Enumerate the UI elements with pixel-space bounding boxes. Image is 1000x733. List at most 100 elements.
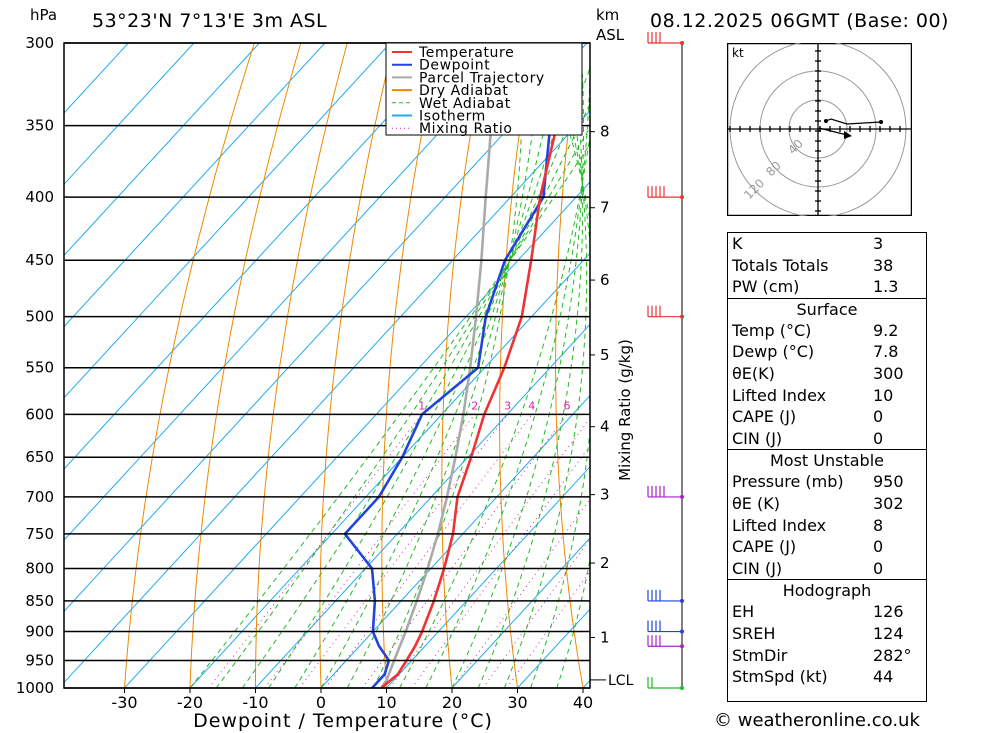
copyright-text: © weatheronline.co.uk — [714, 710, 920, 731]
pressure-tick-label: 900 — [25, 623, 54, 641]
indices-surface-section: Surface Temp (°C) 9.2 Dewp (°C) 7.8 θE(K) 300… — [728, 297, 926, 450]
pressure-tick-label: 800 — [25, 559, 54, 577]
mixing-ratio-label: 3 — [504, 399, 511, 412]
temp-tick-label: -10 — [242, 693, 268, 712]
dry-adiabat-line — [381, 43, 441, 688]
index-value: 282° — [873, 645, 912, 665]
pressure-tick-label: 700 — [25, 488, 54, 506]
index-value: 9.2 — [873, 320, 899, 340]
temp-tick-label: -20 — [177, 693, 203, 712]
isotherm-line — [255, 323, 590, 688]
temperature-line — [380, 43, 582, 688]
isotherm-line — [320, 394, 590, 688]
legend-box — [385, 42, 583, 136]
pressure-tick-label: 500 — [25, 308, 54, 326]
pressure-tick-label: 300 — [25, 34, 54, 52]
indices-basic-section: K 3 Totals Totals 38 PW (cm) 1.3 — [728, 233, 926, 298]
index-label: Totals Totals — [732, 255, 829, 275]
dry-adiabat-line — [124, 43, 255, 688]
temp-tick-label: 0 — [316, 693, 326, 712]
wet-adiabat-line — [241, 102, 590, 688]
dry-adiabat-line — [662, 43, 714, 688]
wet-adiabat-line — [189, 143, 590, 688]
storm-motion-arrow — [818, 127, 848, 136]
index-row: EH 126 — [728, 601, 926, 623]
most-unstable-title: Most Unstable — [770, 451, 884, 471]
isotherm-line — [64, 43, 457, 470]
pressure-tick-label: 950 — [25, 652, 54, 670]
km-tick-label: 5 — [600, 346, 610, 364]
index-value: 44 — [873, 667, 894, 687]
index-row: Pressure (mb) 950 — [728, 471, 926, 493]
index-value: 302 — [873, 493, 904, 513]
isotherm-line — [64, 43, 195, 185]
index-value: 8 — [873, 515, 884, 535]
mixing-ratio-label: 20 — [673, 399, 687, 412]
isotherm-line — [64, 43, 260, 257]
mixing-ratio-line — [324, 413, 533, 688]
index-value: 0 — [873, 537, 884, 557]
mixing-ratio-line — [264, 413, 476, 688]
index-label: CAPE (J) — [732, 537, 797, 557]
index-label: SREH — [732, 623, 776, 643]
mixing-ratio-line — [411, 445, 590, 688]
index-row: StmDir 282° — [728, 645, 926, 667]
mixing-ratio-label: 2 — [471, 399, 478, 412]
legend-label: Dewpoint — [419, 58, 490, 74]
hodograph-point — [879, 120, 883, 124]
index-label: Temp (°C) — [732, 320, 812, 340]
x-axis-title: Dewpoint / Temperature (°C) — [193, 710, 493, 732]
index-label: Lifted Index — [732, 385, 827, 405]
index-row: CAPE (J) 0 — [728, 536, 926, 558]
storm-motion-arrowhead — [844, 131, 852, 139]
index-value: 126 — [873, 602, 904, 622]
mixing-ratio-line — [208, 413, 423, 688]
km-tick-label: 3 — [600, 486, 610, 504]
mixing-ratio-line — [482, 538, 590, 688]
location-title: 53°23'N 7°13'E 3m ASL — [92, 10, 328, 32]
indices-most-unstable-section: Most Unstable Pressure (mb) 950 θE (K) 302 L… — [728, 449, 926, 579]
index-value: 300 — [873, 363, 904, 383]
index-label: EH — [732, 602, 755, 622]
index-value: 38 — [873, 255, 894, 275]
index-label: CIN (J) — [732, 428, 783, 448]
index-label: K — [732, 234, 743, 253]
index-row: CIN (J) 0 — [728, 558, 926, 580]
plot-frame — [63, 42, 591, 689]
index-value: 1.3 — [873, 277, 899, 297]
index-label: PW (cm) — [732, 277, 800, 297]
mixing-ratio-label: 4 — [528, 399, 535, 412]
temp-tick-label: 20 — [442, 693, 462, 712]
index-row: CIN (J) 0 — [728, 428, 926, 450]
index-row: Lifted Index 10 — [728, 385, 926, 407]
legend-label: Dry Adiabat — [419, 83, 509, 99]
index-row: PW (cm) 1.3 — [728, 276, 926, 298]
index-label: StmDir — [732, 645, 788, 665]
isotherm-line — [64, 43, 588, 613]
km-tick-label: 7 — [600, 199, 610, 217]
wet-adiabat-line — [503, 43, 588, 688]
legend-label: Isotherm — [419, 109, 486, 125]
parcel-trajectory-line — [380, 43, 504, 688]
legend-label: Parcel Trajectory — [419, 70, 545, 86]
mixing-ratio-label: 15 — [645, 399, 659, 412]
dry-adiabat-line — [189, 43, 302, 688]
km-tick-label: 8 — [600, 123, 610, 141]
pressure-tick-label: 650 — [25, 448, 54, 466]
index-value: 124 — [873, 623, 904, 643]
index-row: Temp (°C) 9.2 — [728, 320, 926, 342]
wet-adiabat-line — [372, 43, 524, 688]
index-value: 7.8 — [873, 342, 899, 362]
wet-adiabat-line — [320, 43, 562, 688]
index-row: SREH 124 — [728, 623, 926, 645]
indices-hodograph-section: Hodograph EH 126 SREH 124 StmDir 282° StmSpd (… — [728, 579, 926, 687]
pressure-tick-label: 850 — [25, 592, 54, 610]
index-label: Pressure (mb) — [732, 472, 844, 492]
height-unit-asl-label: ASL — [596, 26, 625, 44]
mixing-ratio-label: 6 — [564, 399, 571, 412]
mixing-ratio-line — [506, 570, 590, 688]
mixing-ratio-axis-title: Mixing Ratio (g/kg) — [616, 339, 634, 481]
km-tick-label: 4 — [600, 418, 610, 436]
